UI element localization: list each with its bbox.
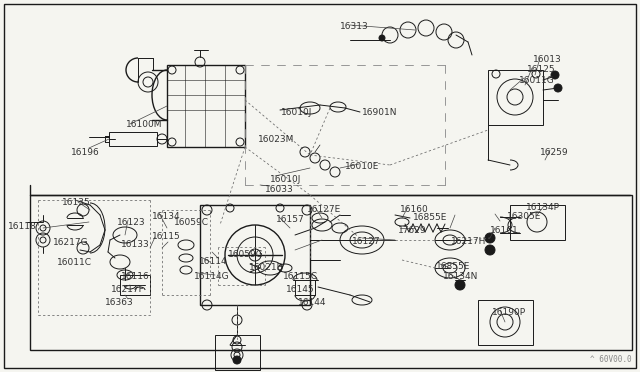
Text: 16023M: 16023M [258,135,294,144]
Bar [30,195,632,350]
Text: 16190P: 16190P [492,308,526,317]
Text: 16013: 16013 [533,55,562,64]
Text: 16127E: 16127E [307,205,341,214]
Circle shape [379,35,385,41]
Text: 16100M: 16100M [126,120,163,129]
Text: 16305E: 16305E [507,212,541,221]
Text: 16144: 16144 [298,298,326,307]
Text: 16011G: 16011G [519,76,555,85]
Bar [478,300,533,345]
Circle shape [551,71,559,79]
Text: 16059C: 16059C [174,218,209,227]
Text: 16217G: 16217G [53,238,88,247]
Text: 16313: 16313 [340,22,369,31]
Text: 16114G: 16114G [194,272,230,281]
Text: 16363: 16363 [105,298,134,307]
Bar [510,205,565,240]
Text: 16115: 16115 [152,232,180,241]
Text: 16134: 16134 [152,212,180,221]
Circle shape [233,356,241,364]
Bar [109,132,157,146]
Text: 16196: 16196 [71,148,100,157]
Text: 16033: 16033 [265,185,294,194]
Text: 16157: 16157 [276,215,305,224]
Text: 17629: 17629 [398,226,427,235]
Circle shape [485,245,495,255]
Text: 16133: 16133 [121,240,150,249]
Text: 16259: 16259 [540,148,568,157]
Text: 16115C: 16115C [283,272,318,281]
Text: 16010J: 16010J [270,175,301,184]
Text: 16855E: 16855E [436,262,470,271]
Circle shape [554,84,562,92]
Text: 16116: 16116 [121,272,150,281]
Text: 16160: 16160 [400,205,429,214]
Text: 16145: 16145 [286,285,315,294]
Text: 16855E: 16855E [413,213,447,222]
Text: 16011C: 16011C [57,258,92,267]
Text: 16010E: 16010E [345,162,380,171]
Text: 16217H: 16217H [451,237,486,246]
Text: 16118: 16118 [8,222,36,231]
Text: 16123: 16123 [117,218,146,227]
Text: 16010J: 16010J [281,108,312,117]
Text: 16161: 16161 [490,226,519,235]
Circle shape [455,280,465,290]
Text: 16021E: 16021E [249,263,284,272]
Bar [215,335,260,370]
Bar [167,65,245,147]
Text: 16059G: 16059G [228,250,264,259]
Text: 16134N: 16134N [443,272,478,281]
Text: ^ 60V00.0: ^ 60V00.0 [590,355,632,364]
Text: 16125: 16125 [527,65,556,74]
Text: 16114: 16114 [199,257,228,266]
Circle shape [485,233,495,243]
Text: 16901N: 16901N [362,108,397,117]
Text: 16127: 16127 [352,237,381,246]
Text: 16217F: 16217F [111,285,145,294]
Bar [488,70,543,125]
Text: 16135: 16135 [62,198,91,207]
Bar [120,275,150,295]
Text: 16134P: 16134P [526,203,560,212]
Bar [200,205,310,305]
